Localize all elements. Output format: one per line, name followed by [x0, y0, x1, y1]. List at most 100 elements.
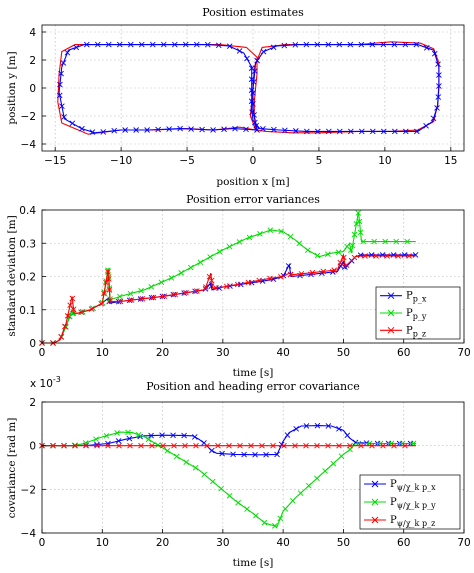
data-point-marker	[101, 290, 107, 297]
data-point-marker	[116, 442, 122, 449]
data-point-marker	[413, 41, 420, 48]
data-point-marker	[434, 105, 440, 111]
data-point-marker	[314, 475, 320, 482]
position-estimates-plot: Position estimates −15 −10 −5 0 5 10 15 −4 −2 0 2 4…	[6, 6, 465, 188]
data-point-marker	[289, 497, 296, 504]
data-point-marker	[391, 128, 398, 135]
data-point-marker	[431, 50, 438, 57]
data-point-marker	[215, 442, 221, 449]
data-point-marker	[423, 44, 430, 51]
data-point-marker	[362, 253, 368, 259]
data-point-marker	[103, 432, 110, 439]
data-point-marker	[351, 254, 358, 261]
y-tick-label: 2	[29, 55, 36, 67]
data-point-marker	[270, 442, 276, 449]
x-tick-label: 10	[378, 155, 391, 167]
data-point-marker	[292, 442, 298, 449]
legend-entry-label: Pψ/χ_k p_y	[390, 497, 436, 510]
data-point-marker	[357, 252, 364, 258]
data-point-marker	[207, 254, 213, 260]
data-point-marker	[357, 229, 364, 236]
legend-marker	[371, 498, 379, 506]
data-point-marker	[111, 127, 118, 134]
x-tick-label: −15	[44, 155, 66, 167]
data-point-marker	[158, 279, 165, 286]
x-tick-label: −10	[110, 155, 132, 167]
data-point-marker	[287, 233, 294, 240]
x-axis-label: position x [m]	[216, 176, 289, 188]
data-point-marker	[226, 492, 233, 499]
data-point-marker	[293, 128, 299, 134]
data-point-marker	[404, 238, 410, 245]
data-point-marker	[250, 79, 257, 85]
data-point-marker	[193, 41, 200, 48]
data-point-marker	[314, 442, 320, 449]
data-point-marker	[384, 253, 390, 259]
data-point-marker	[89, 129, 96, 135]
data-point-marker	[194, 288, 200, 294]
x-axis-label: time [s]	[233, 367, 274, 379]
plot-title: Position error variances	[186, 193, 320, 206]
data-point-marker	[325, 251, 331, 258]
data-point-marker	[340, 254, 347, 261]
data-point-marker	[260, 126, 266, 132]
data-point-marker	[69, 295, 76, 302]
data-point-marker	[127, 442, 133, 449]
data-point-marker	[188, 126, 194, 132]
data-point-marker	[303, 423, 310, 429]
data-point-marker	[236, 239, 243, 245]
data-point-marker	[182, 442, 188, 449]
data-point-marker	[223, 283, 230, 290]
data-point-marker	[336, 128, 343, 135]
data-point-marker	[336, 425, 342, 432]
data-point-marker	[250, 101, 256, 107]
data-point-marker	[322, 468, 328, 474]
x-tick-label: 60	[397, 347, 410, 359]
data-point-marker	[166, 126, 172, 132]
data-point-marker	[435, 94, 442, 100]
data-point-marker	[314, 252, 321, 259]
x-tick-label: 50	[337, 537, 350, 549]
data-point-marker	[325, 41, 332, 48]
data-point-marker	[160, 41, 167, 48]
series-line-blue	[42, 425, 416, 456]
data-point-marker	[59, 103, 65, 110]
data-point-marker	[284, 432, 291, 438]
data-point-marker	[103, 279, 109, 286]
data-point-marker	[199, 126, 205, 133]
x-tick-label: −5	[179, 155, 194, 167]
data-point-marker	[50, 442, 56, 449]
data-point-marker	[260, 48, 267, 55]
data-point-marker	[161, 293, 168, 299]
data-point-marker	[168, 275, 175, 281]
data-point-marker	[171, 442, 177, 449]
data-point-marker	[303, 128, 310, 135]
data-point-marker	[278, 273, 284, 280]
data-point-marker	[325, 128, 332, 135]
data-point-marker	[149, 41, 156, 48]
data-point-marker	[56, 92, 63, 99]
data-point-marker	[331, 267, 338, 274]
data-point-marker	[138, 287, 144, 294]
data-point-marker	[303, 442, 309, 449]
data-point-marker	[201, 471, 208, 478]
data-point-marker	[159, 432, 165, 439]
data-point-marker	[150, 294, 157, 301]
data-point-marker	[314, 41, 321, 48]
legend-marker	[387, 292, 395, 300]
data-point-marker	[263, 451, 269, 458]
x-tick-label: 0	[39, 537, 46, 549]
data-point-marker	[320, 268, 327, 275]
y-axis-label: position y [m]	[6, 51, 18, 124]
data-point-marker	[254, 57, 260, 64]
position-heading-covariance-plot: Position and heading error covariance x …	[6, 375, 471, 569]
data-point-marker	[60, 60, 67, 66]
data-point-marker	[270, 44, 277, 51]
data-point-marker	[292, 42, 299, 48]
data-point-marker	[261, 519, 268, 526]
data-point-marker	[116, 41, 123, 48]
data-point-marker	[351, 231, 358, 238]
data-point-marker	[349, 242, 356, 249]
data-point-marker	[287, 271, 294, 278]
x-tick-label: 40	[276, 347, 289, 359]
